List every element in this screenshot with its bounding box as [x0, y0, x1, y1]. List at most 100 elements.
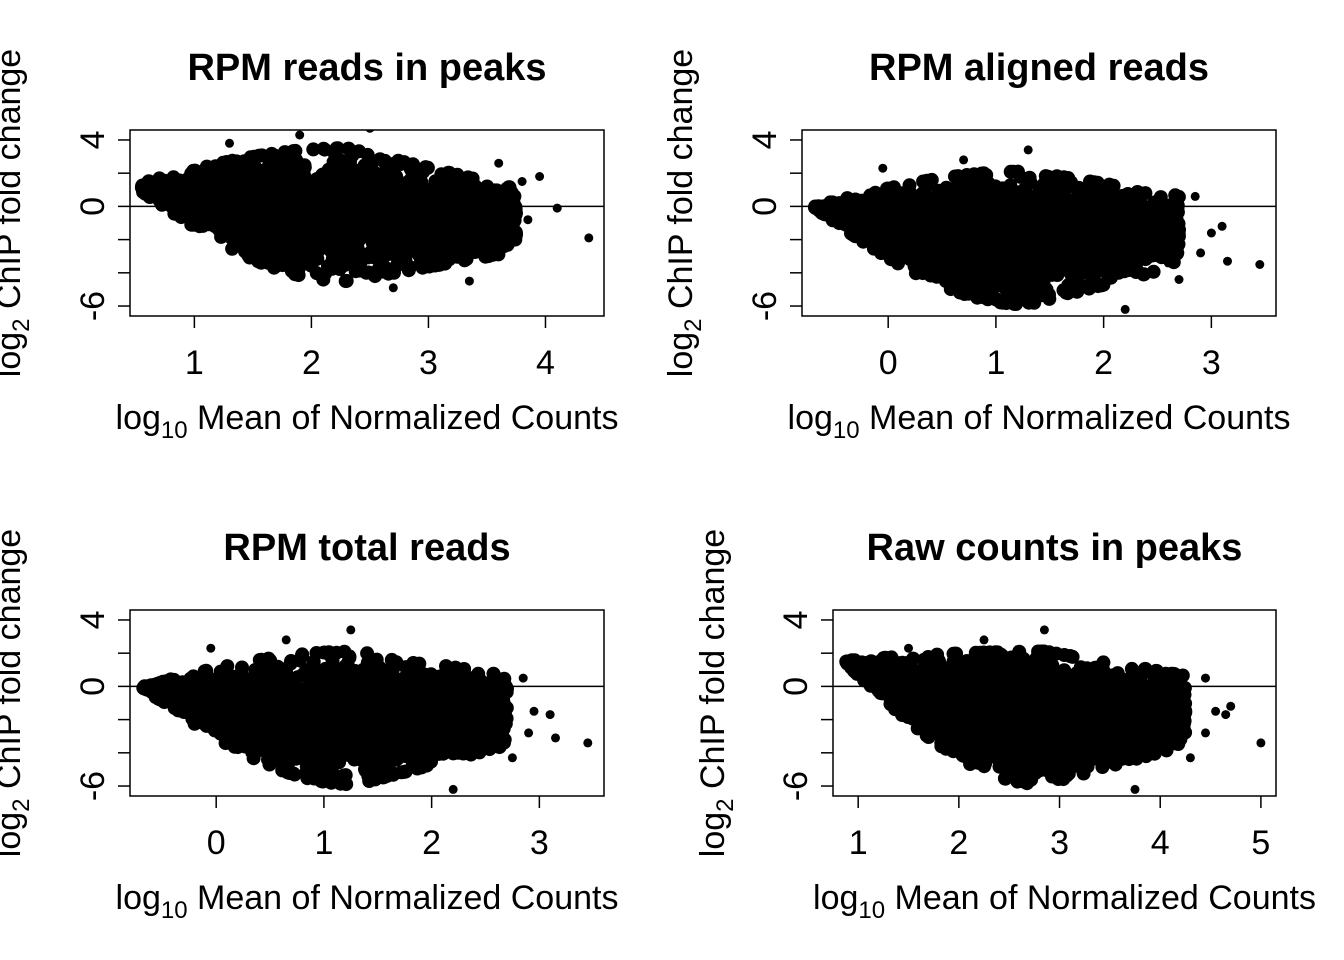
data-point: [307, 214, 322, 229]
data-point: [321, 162, 336, 177]
data-point: [348, 264, 363, 279]
data-point: [265, 229, 280, 244]
data-point: [181, 172, 196, 187]
data-point: [461, 234, 476, 249]
data-point: [350, 176, 365, 191]
data-point: [261, 158, 276, 173]
data-point: [417, 214, 432, 229]
data-point: [337, 215, 352, 230]
outlier-point: [505, 221, 515, 231]
data-point: [300, 192, 315, 207]
data-point: [285, 190, 300, 205]
data-point: [375, 251, 390, 266]
data-point: [438, 256, 453, 271]
data-point: [239, 158, 254, 173]
data-point: [363, 175, 378, 190]
data-point: [224, 180, 239, 195]
data-point: [457, 215, 472, 230]
x-tick-label: 2: [302, 344, 321, 382]
y-axis-label: log2 ChIP fold change: [0, 49, 35, 377]
data-point: [406, 162, 421, 177]
y-tick-label: 0: [74, 197, 112, 216]
data-point: [391, 153, 406, 168]
data-point: [195, 174, 210, 189]
data-point: [288, 178, 303, 193]
data-point: [360, 147, 375, 162]
data-point: [307, 247, 322, 262]
data-point: [330, 175, 345, 190]
panel-title: RPM reads in peaks: [187, 47, 546, 89]
x-tick-label: 4: [536, 344, 555, 382]
data-point: [971, 170, 985, 185]
outlier-point: [523, 215, 533, 225]
data-point: [935, 249, 950, 264]
outlier-point: [225, 138, 234, 148]
data-point: [173, 184, 188, 199]
data-point: [376, 235, 391, 250]
data-point: [370, 187, 385, 202]
data-point: [321, 259, 335, 274]
outlier-point: [388, 283, 398, 293]
data-point: [392, 206, 407, 221]
data-point: [415, 196, 430, 211]
data-point: [989, 292, 1004, 307]
outlier-point: [365, 130, 375, 133]
data-point: [294, 211, 309, 226]
data-point: [465, 171, 480, 186]
data-point: [241, 248, 256, 263]
data-point: [332, 251, 347, 266]
data-point: [259, 175, 274, 190]
outlier-point: [584, 233, 594, 243]
data-point: [284, 264, 299, 278]
data-point: [505, 197, 520, 212]
data-point: [421, 247, 436, 262]
data-point: [1010, 164, 1025, 179]
data-point: [231, 193, 246, 208]
data-point: [304, 258, 318, 273]
data-point: [442, 186, 457, 201]
data-point: [251, 197, 266, 212]
data-point: [1102, 177, 1117, 192]
data-point: [1138, 186, 1153, 201]
data-point: [403, 174, 418, 189]
outlier-point: [482, 245, 492, 255]
data-point: [335, 239, 350, 254]
data-point: [1171, 189, 1186, 204]
data-point: [272, 250, 287, 265]
data-point: [938, 274, 953, 289]
data-point: [239, 218, 254, 232]
data-point: [415, 260, 430, 275]
data-point: [322, 242, 337, 257]
data-point: [494, 193, 509, 208]
data-point: [161, 192, 176, 207]
data-point: [267, 148, 282, 163]
panel-title: RPM aligned reads: [869, 47, 1209, 89]
data-point: [401, 191, 415, 206]
data-point: [1006, 284, 1021, 299]
data-point: [339, 273, 354, 288]
data-point: [231, 205, 246, 220]
x-tick-label: 1: [185, 344, 204, 382]
outlier-point: [295, 130, 305, 140]
data-point: [341, 141, 356, 156]
data-point: [473, 202, 488, 217]
point-cloud: [808, 145, 1265, 314]
data-point: [1068, 282, 1083, 297]
data-point: [411, 226, 426, 241]
data-point: [186, 217, 201, 232]
data-point: [435, 196, 450, 211]
data-point: [336, 163, 351, 178]
data-point: [267, 260, 282, 275]
data-point: [1008, 273, 1023, 288]
x-tick-label: 3: [419, 344, 438, 382]
data-point: [284, 145, 299, 160]
y-tick-label: 4: [74, 131, 112, 150]
data-point: [1042, 287, 1056, 302]
data-point: [254, 148, 269, 163]
data-point: [225, 241, 240, 256]
outlier-point: [552, 203, 562, 213]
data-point: [345, 252, 360, 267]
